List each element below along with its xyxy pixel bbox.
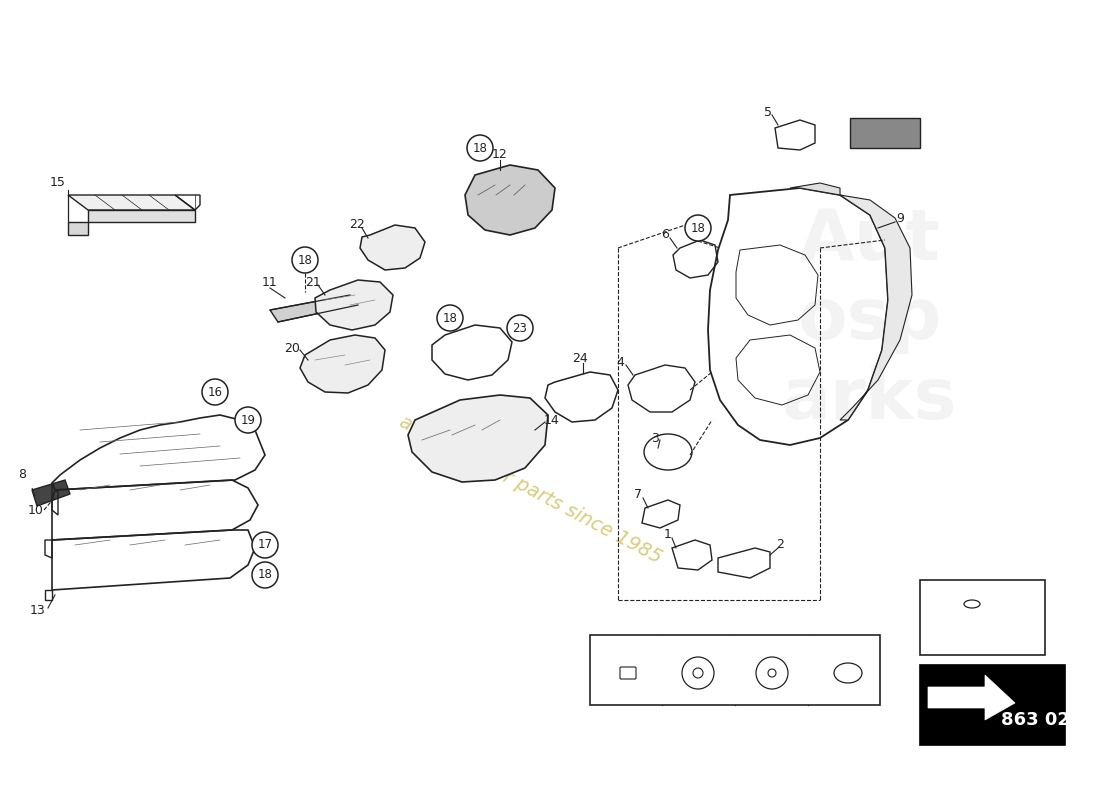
Text: 8: 8: [18, 469, 26, 482]
Polygon shape: [790, 183, 840, 195]
Text: 18: 18: [298, 254, 312, 266]
Circle shape: [693, 668, 703, 678]
Text: 23: 23: [595, 649, 613, 662]
Circle shape: [468, 135, 493, 161]
Circle shape: [682, 657, 714, 689]
Circle shape: [756, 657, 788, 689]
FancyBboxPatch shape: [590, 635, 880, 705]
FancyBboxPatch shape: [620, 667, 636, 679]
Polygon shape: [300, 335, 385, 393]
Text: 18: 18: [442, 311, 458, 325]
Text: 10: 10: [29, 503, 44, 517]
Text: 18: 18: [473, 142, 487, 154]
FancyBboxPatch shape: [920, 665, 1065, 745]
Text: 18: 18: [736, 649, 754, 662]
Text: 863 02: 863 02: [1001, 711, 1069, 729]
Text: 21: 21: [305, 275, 321, 289]
Circle shape: [202, 379, 228, 405]
Circle shape: [235, 407, 261, 433]
Text: 23: 23: [513, 322, 527, 334]
Text: 4: 4: [616, 355, 624, 369]
Circle shape: [292, 247, 318, 273]
Text: 9: 9: [896, 211, 904, 225]
Polygon shape: [315, 280, 393, 330]
Text: 5: 5: [764, 106, 772, 118]
Circle shape: [507, 315, 534, 341]
Text: 7: 7: [634, 489, 642, 502]
Text: 6: 6: [661, 229, 669, 242]
Text: 19: 19: [241, 414, 255, 426]
Text: 2: 2: [777, 538, 784, 551]
Text: 11: 11: [262, 277, 278, 290]
Text: 13: 13: [30, 603, 46, 617]
Polygon shape: [850, 118, 920, 148]
Circle shape: [685, 215, 711, 241]
Polygon shape: [68, 195, 195, 210]
Circle shape: [768, 669, 776, 677]
Text: 16: 16: [208, 386, 222, 398]
Polygon shape: [928, 675, 1015, 720]
Text: 12: 12: [492, 149, 508, 162]
Text: 15: 15: [51, 177, 66, 190]
Text: 18: 18: [691, 222, 705, 234]
Text: 19: 19: [663, 649, 681, 662]
Text: 3: 3: [651, 431, 659, 445]
Polygon shape: [32, 480, 70, 506]
Text: 14: 14: [544, 414, 560, 426]
Text: 1: 1: [664, 529, 672, 542]
Text: 22: 22: [349, 218, 365, 231]
Polygon shape: [360, 225, 425, 270]
Text: 17: 17: [810, 649, 827, 662]
Polygon shape: [68, 222, 88, 235]
Polygon shape: [270, 295, 358, 322]
Ellipse shape: [964, 600, 980, 608]
Polygon shape: [465, 165, 556, 235]
Text: 24: 24: [572, 351, 587, 365]
Polygon shape: [840, 195, 912, 420]
Text: 18: 18: [257, 569, 273, 582]
Polygon shape: [88, 210, 195, 222]
Ellipse shape: [834, 663, 862, 683]
Text: a passion for parts since 1985: a passion for parts since 1985: [396, 413, 664, 567]
Polygon shape: [408, 395, 548, 482]
Text: Aut
osp
arks: Aut osp arks: [782, 206, 958, 434]
Text: 20: 20: [284, 342, 300, 354]
Circle shape: [252, 532, 278, 558]
FancyBboxPatch shape: [920, 580, 1045, 655]
Circle shape: [252, 562, 278, 588]
Text: 17: 17: [257, 538, 273, 551]
Text: 16: 16: [1011, 591, 1028, 605]
Circle shape: [437, 305, 463, 331]
